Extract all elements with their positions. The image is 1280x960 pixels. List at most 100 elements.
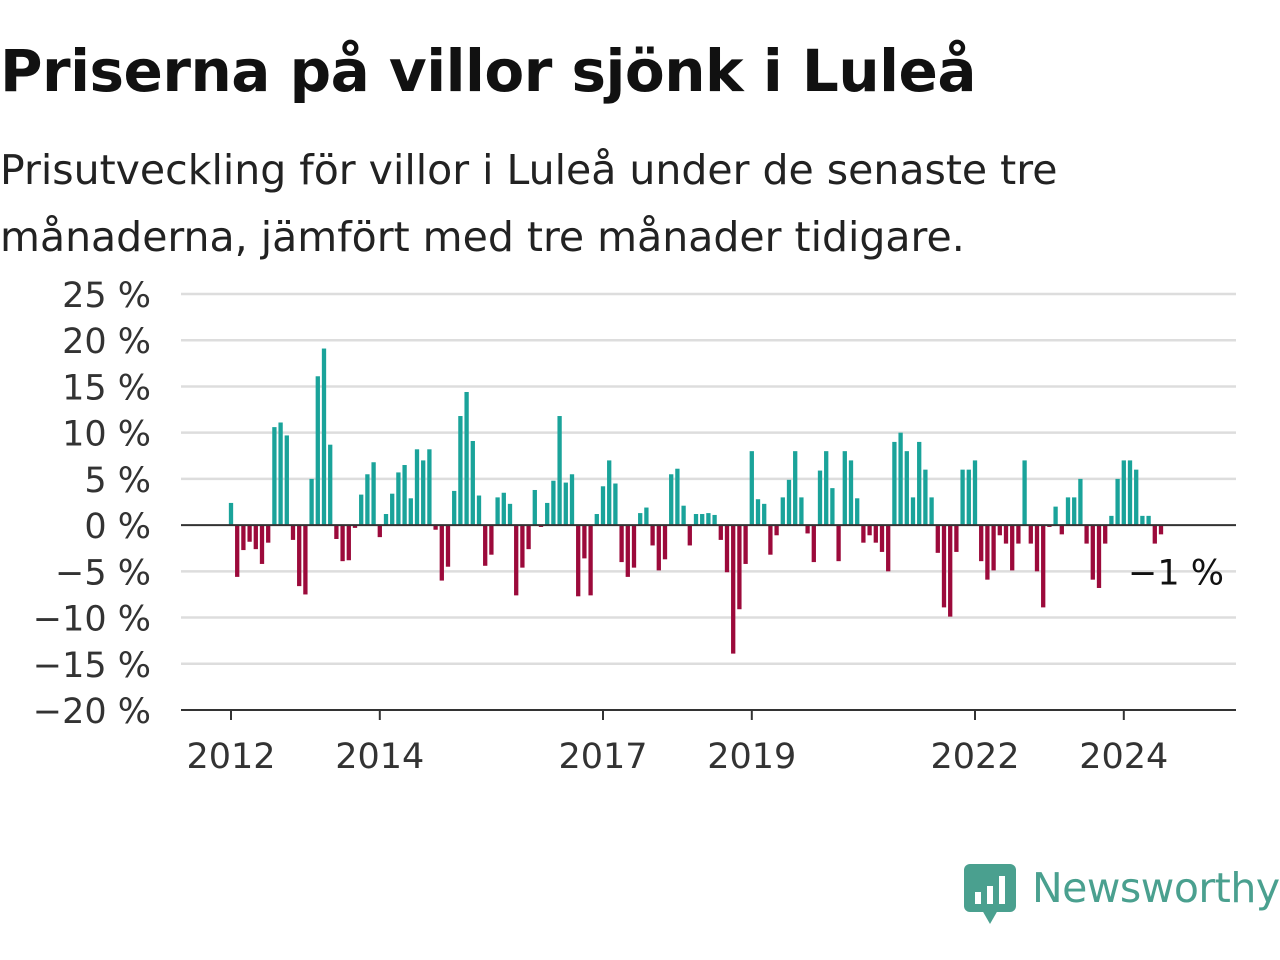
last-value-label: −1 % xyxy=(1128,553,1224,593)
bar-chart: 25 % 20 % 15 % 10 % 5 % 0 % −5 % −10 % −15 % −20 … xyxy=(33,276,1236,777)
bar xyxy=(1146,515,1151,526)
chart-title: Priserna på villor sjönk i Luleå xyxy=(0,37,977,105)
x-tick-label: 2024 xyxy=(1079,737,1168,777)
bar xyxy=(718,525,723,540)
bar xyxy=(1072,497,1077,526)
bar xyxy=(793,451,798,526)
bar xyxy=(693,514,699,526)
bar xyxy=(514,525,519,596)
bar xyxy=(786,479,792,526)
bar xyxy=(421,460,426,526)
bar xyxy=(414,449,420,526)
bar xyxy=(445,525,451,567)
bar xyxy=(1028,525,1033,544)
bar xyxy=(731,525,736,654)
bar xyxy=(315,376,320,526)
bar xyxy=(334,525,339,539)
bar xyxy=(954,525,959,552)
bar xyxy=(712,514,717,526)
bar xyxy=(966,469,971,526)
bar xyxy=(303,525,308,595)
bar xyxy=(520,525,525,568)
bar xyxy=(1121,460,1126,526)
bar xyxy=(402,465,407,526)
bar xyxy=(390,493,395,526)
y-tick-label: 20 % xyxy=(62,322,151,362)
bar xyxy=(228,502,234,526)
bar xyxy=(1065,497,1071,526)
bar xyxy=(452,490,457,526)
bar xyxy=(1109,515,1114,526)
bar xyxy=(824,451,829,526)
bar xyxy=(576,525,581,597)
bar xyxy=(309,478,314,526)
y-tick-label: −10 % xyxy=(33,600,151,640)
bar xyxy=(297,525,302,587)
bar xyxy=(941,525,947,608)
bar xyxy=(656,525,661,571)
y-tick-label: 5 % xyxy=(84,461,151,501)
x-tick-label: 2014 xyxy=(335,737,424,777)
y-tick-label: 25 % xyxy=(62,276,151,316)
bar xyxy=(1059,525,1064,535)
bar xyxy=(774,525,779,536)
bar xyxy=(427,449,432,526)
bar xyxy=(464,391,469,526)
bar xyxy=(408,498,413,526)
bar xyxy=(1022,460,1027,526)
bar xyxy=(489,525,494,555)
bar xyxy=(619,525,624,563)
bar xyxy=(929,497,934,526)
x-tick-label: 2017 xyxy=(558,737,647,777)
bar xyxy=(1140,515,1145,526)
bar xyxy=(1115,478,1120,526)
bar xyxy=(972,460,978,526)
bar xyxy=(476,495,482,526)
bar xyxy=(985,525,990,580)
newsworthy-logo-text: Newsworthy xyxy=(1032,864,1280,912)
bar xyxy=(613,483,618,526)
bar xyxy=(1034,525,1040,572)
bar xyxy=(923,469,928,526)
newsworthy-logo: Newsworthy xyxy=(962,862,1280,926)
bar xyxy=(501,492,506,526)
bar xyxy=(1090,525,1095,580)
bar xyxy=(1152,525,1157,544)
bar xyxy=(253,525,258,550)
bar xyxy=(687,525,692,546)
bar xyxy=(1103,525,1108,544)
bar xyxy=(582,525,587,559)
bar xyxy=(557,416,562,526)
bar xyxy=(886,525,891,572)
bar xyxy=(1010,525,1015,571)
bar xyxy=(352,525,358,528)
bar xyxy=(811,525,816,563)
bar xyxy=(805,525,810,534)
bar xyxy=(644,507,649,526)
bar xyxy=(259,525,265,564)
bar xyxy=(861,525,866,543)
bar xyxy=(1016,525,1021,544)
bar xyxy=(879,525,885,552)
bar xyxy=(377,525,382,538)
bar xyxy=(278,422,283,526)
bar xyxy=(563,482,568,526)
bar xyxy=(867,525,872,536)
bar xyxy=(780,497,785,526)
bar xyxy=(359,494,364,526)
bar xyxy=(917,441,922,526)
bar xyxy=(569,474,575,526)
bar xyxy=(625,525,630,577)
bar xyxy=(762,503,767,526)
bar xyxy=(1127,460,1133,526)
bar xyxy=(1096,525,1102,588)
bar xyxy=(638,513,643,526)
bar xyxy=(650,525,655,546)
y-tick-label: −15 % xyxy=(33,646,151,686)
bar xyxy=(526,525,531,550)
bar xyxy=(383,514,389,526)
bar xyxy=(768,525,773,555)
bar xyxy=(904,451,909,526)
bar xyxy=(799,497,804,526)
bar xyxy=(737,525,742,610)
